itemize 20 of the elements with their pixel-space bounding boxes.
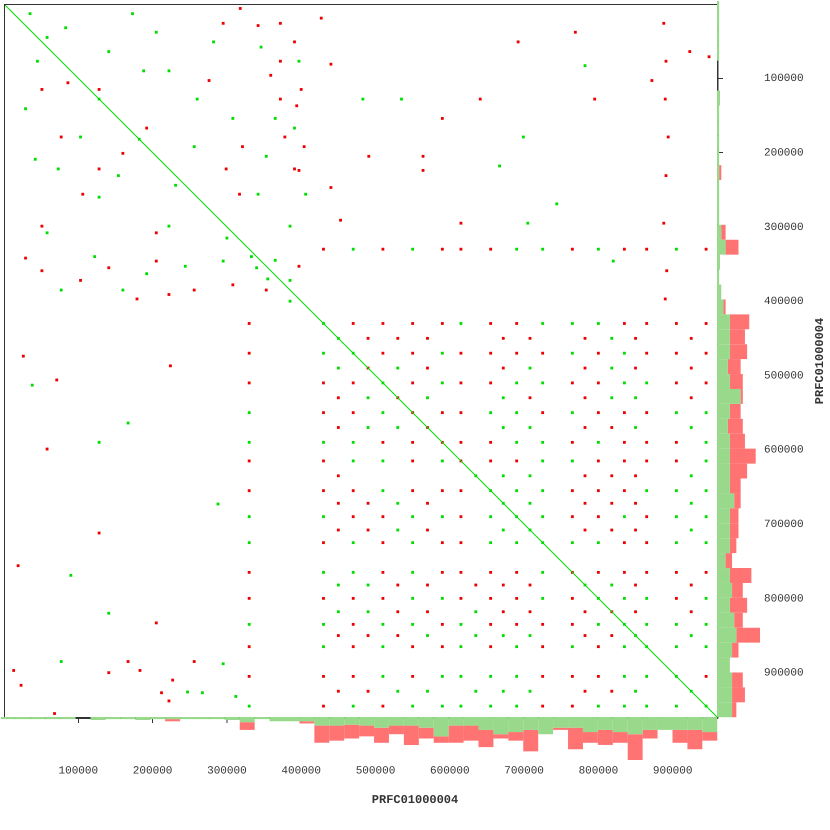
x-tick-label: 900000: [652, 766, 692, 778]
x-tick-label: 300000: [207, 766, 247, 778]
y-tick-label: 300000: [764, 222, 804, 234]
y-tick-label: 200000: [764, 148, 804, 160]
x-tick-label: 500000: [356, 766, 396, 778]
y-tick-label: 800000: [764, 593, 804, 606]
y-tick-label: 500000: [764, 370, 804, 382]
y-tick-label: 400000: [764, 296, 804, 308]
x-tick-label: 600000: [430, 766, 470, 778]
y-tick-label: 100000: [764, 73, 804, 86]
x-tick-label: 200000: [132, 766, 172, 778]
x-tick-label: 700000: [504, 766, 544, 778]
y-tick-label: 600000: [764, 444, 804, 457]
y-tick-label: 700000: [764, 518, 804, 531]
x-axis-title: PRFC01000004: [372, 793, 458, 808]
y-axis-title: PRFC01000004: [813, 318, 828, 404]
x-tick-label: 400000: [281, 766, 321, 778]
x-tick-label: 800000: [578, 766, 618, 778]
y-tick-label: 900000: [764, 668, 804, 680]
x-tick-label: 100000: [58, 766, 98, 778]
